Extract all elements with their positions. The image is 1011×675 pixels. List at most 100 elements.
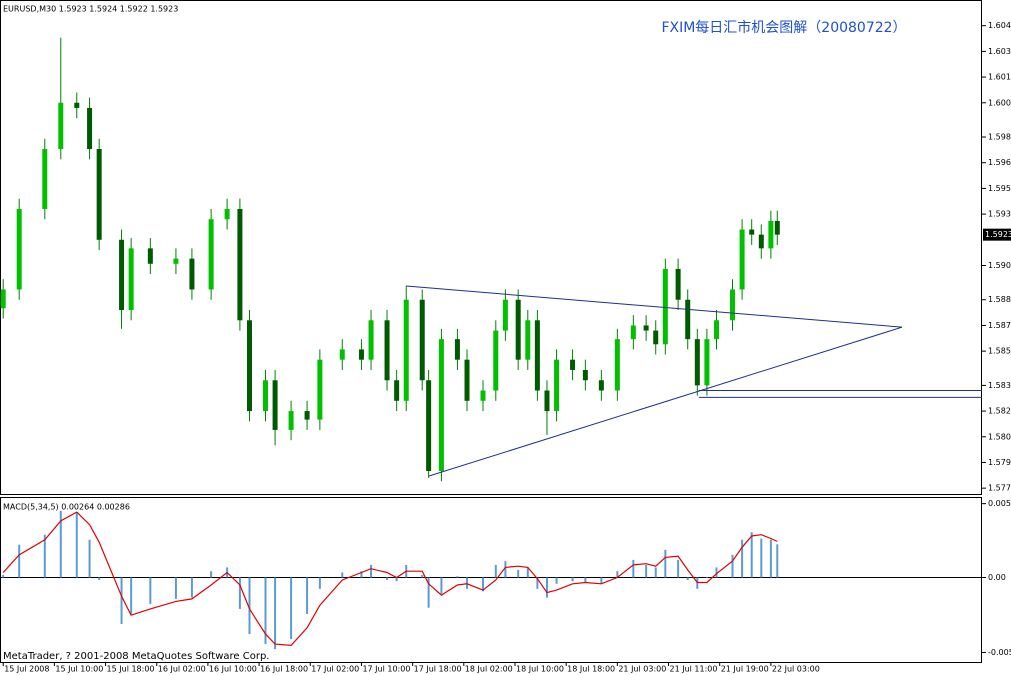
candle-body [768,220,774,249]
x-tick-label: 17 Jul 02:00 [311,665,359,674]
candle-body [419,299,425,381]
x-tick-label: 18 Jul 10:00 [516,665,564,674]
candle-body [288,411,294,430]
histogram-bar [395,577,398,582]
candle-body [208,219,214,290]
candle-body [515,299,521,360]
x-tick-label: 21 Jul 03:00 [618,665,666,674]
histogram-bar [421,574,424,578]
candle-body [438,339,444,472]
candle-body [454,339,460,360]
copyright: MetaTrader, ? 2001-2008 MetaQuotes Softw… [3,651,269,662]
candle-body [525,320,531,360]
histogram-bar [306,577,309,614]
histogram-bar [696,577,699,589]
current-price: 1.5923 [985,230,1011,239]
candle-body [749,229,755,235]
candle-body [714,320,720,340]
y-tick-label: 1.5935 [988,210,1011,219]
histogram-bar [318,577,321,589]
x-tick-label: 17 Jul 18:00 [414,665,462,674]
histogram-bar [456,576,459,578]
candle-body [119,239,125,311]
histogram-bar [750,532,753,578]
x-tick-label: 15 Jul 18:00 [107,665,155,674]
histogram-bar [504,561,507,578]
histogram-bar [238,577,241,609]
x-tick-label: 18 Jul 02:00 [465,665,513,674]
y-tick-label: 1.5870 [988,321,1011,330]
candle-body [502,299,508,331]
histogram-bar [341,572,344,578]
histogram-bar [174,577,177,599]
candle-body [653,330,659,345]
candle-body [582,369,588,381]
histogram-bar [264,577,267,645]
histogram-bar [715,567,718,578]
chart-title: FXIM每日汇市机会图解（20080722） [661,19,906,36]
x-tick-label: 16 Jul 02:00 [158,665,206,674]
histogram-bar [43,534,46,578]
candle-body [614,339,620,391]
y-tick-label: 1.5835 [988,381,1011,390]
candle-body [662,268,668,345]
histogram-bar [98,577,101,580]
y-tick-label: 1.6000 [988,98,1011,107]
histogram-bar [210,571,213,578]
candle-body [384,320,390,381]
candle-body [237,208,243,321]
histogram-bar [427,577,430,608]
x-tick-label: 17 Jul 10:00 [362,665,410,674]
histogram-bar [776,544,779,578]
candle-body [189,258,195,290]
candle-body [58,102,64,150]
histogram-bar [440,577,443,594]
x-tick-label: 21 Jul 19:00 [721,665,769,674]
candle-body [493,330,499,391]
y-tick-label: 1.5820 [988,407,1011,416]
candle-body [339,349,345,360]
x-tick-label: 15 Jul 10:00 [55,665,103,674]
indicator-title: MACD(5,34,5) 0.00264 0.00286 [3,503,130,512]
candle-body [368,320,374,360]
histogram-bar [517,569,520,578]
histogram-bar [632,559,635,578]
candle-body [704,339,710,386]
histogram-bar [741,539,744,578]
y-tick-label: 1.5805 [988,432,1011,441]
candle-body [480,390,486,401]
candle-body [246,320,252,412]
histogram-bar [190,577,193,598]
histogram-bar [616,571,619,578]
candle-body [317,359,323,420]
candle-body [675,268,681,300]
histogram-bar [664,549,667,578]
y-tick-label: 1.5855 [988,347,1011,356]
candle-body [534,320,540,391]
candle-body [403,299,409,401]
histogram-bar [571,577,574,582]
histogram-bar [760,538,763,578]
x-tick-label: 16 Jul 18:00 [260,665,308,674]
candle-body [598,380,604,391]
histogram-bar [18,544,21,578]
histogram-bar [526,567,529,578]
candle-body [730,289,736,321]
histogram-bar [59,510,62,578]
candle-body [758,234,764,249]
y-tick-label: 1.6045 [988,21,1011,30]
candle-body [554,359,560,412]
x-tick-label: 16 Jul 10:00 [209,665,257,674]
candle-body [304,411,310,420]
y-tick-label: 0.00 [988,573,1006,582]
candle-body [272,380,278,430]
histogram-bar [686,577,689,580]
histogram-bar [482,577,485,592]
y-tick-label: 1.5950 [988,184,1011,193]
x-tick-label: 18 Jul 18:00 [567,665,615,674]
price-panel [0,0,982,495]
histogram-bar [88,539,91,578]
histogram-bar [290,577,293,640]
x-tick-label: 15 Jul 2008 [4,665,49,674]
